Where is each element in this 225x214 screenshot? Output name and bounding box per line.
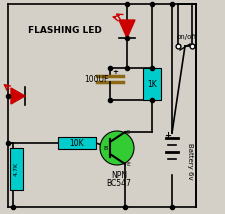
Text: 1K: 1K <box>147 79 157 89</box>
Circle shape <box>100 131 134 165</box>
Text: 4.7K: 4.7K <box>14 162 18 176</box>
Bar <box>58 137 96 149</box>
Text: +: + <box>164 131 171 141</box>
Polygon shape <box>11 88 25 104</box>
Polygon shape <box>119 20 135 38</box>
Text: BC547: BC547 <box>107 179 131 188</box>
Text: E: E <box>126 162 130 166</box>
Text: 100UF: 100UF <box>84 74 108 83</box>
Bar <box>143 68 161 100</box>
Text: on/off: on/off <box>177 34 197 40</box>
Bar <box>10 148 23 190</box>
Text: C: C <box>126 129 130 135</box>
Text: NPN: NPN <box>111 171 127 180</box>
Text: 10K: 10K <box>70 138 84 147</box>
Text: B: B <box>104 146 108 150</box>
Text: Battery 6v: Battery 6v <box>187 143 193 179</box>
Text: FLASHING LED: FLASHING LED <box>28 25 102 34</box>
Text: +: + <box>112 69 118 75</box>
